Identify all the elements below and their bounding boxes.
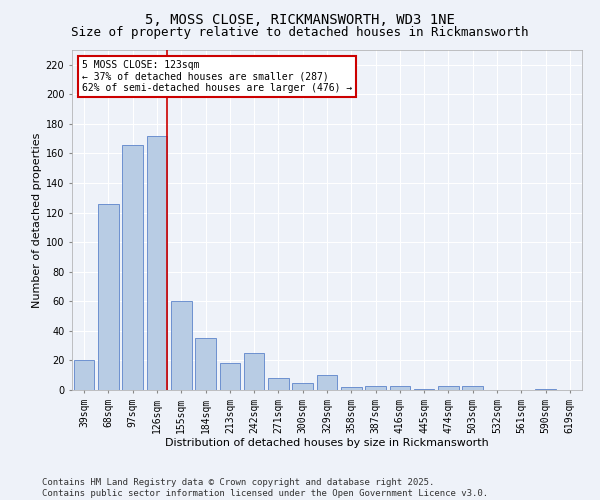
Bar — [98, 204, 119, 390]
Bar — [317, 375, 337, 390]
Bar — [535, 388, 556, 390]
Text: Contains HM Land Registry data © Crown copyright and database right 2025.
Contai: Contains HM Land Registry data © Crown c… — [42, 478, 488, 498]
Bar — [268, 378, 289, 390]
Bar — [365, 386, 386, 390]
Bar — [171, 302, 191, 390]
Bar — [438, 386, 459, 390]
Bar — [244, 353, 265, 390]
Bar — [414, 388, 434, 390]
Bar — [74, 360, 94, 390]
Bar — [389, 386, 410, 390]
Bar — [122, 144, 143, 390]
Bar — [195, 338, 216, 390]
Text: 5 MOSS CLOSE: 123sqm
← 37% of detached houses are smaller (287)
62% of semi-deta: 5 MOSS CLOSE: 123sqm ← 37% of detached h… — [82, 60, 352, 94]
Y-axis label: Number of detached properties: Number of detached properties — [32, 132, 41, 308]
Text: Size of property relative to detached houses in Rickmansworth: Size of property relative to detached ho… — [71, 26, 529, 39]
Bar — [341, 387, 362, 390]
Bar — [292, 382, 313, 390]
Bar — [463, 386, 483, 390]
Text: 5, MOSS CLOSE, RICKMANSWORTH, WD3 1NE: 5, MOSS CLOSE, RICKMANSWORTH, WD3 1NE — [145, 12, 455, 26]
X-axis label: Distribution of detached houses by size in Rickmansworth: Distribution of detached houses by size … — [165, 438, 489, 448]
Bar — [146, 136, 167, 390]
Bar — [220, 364, 240, 390]
